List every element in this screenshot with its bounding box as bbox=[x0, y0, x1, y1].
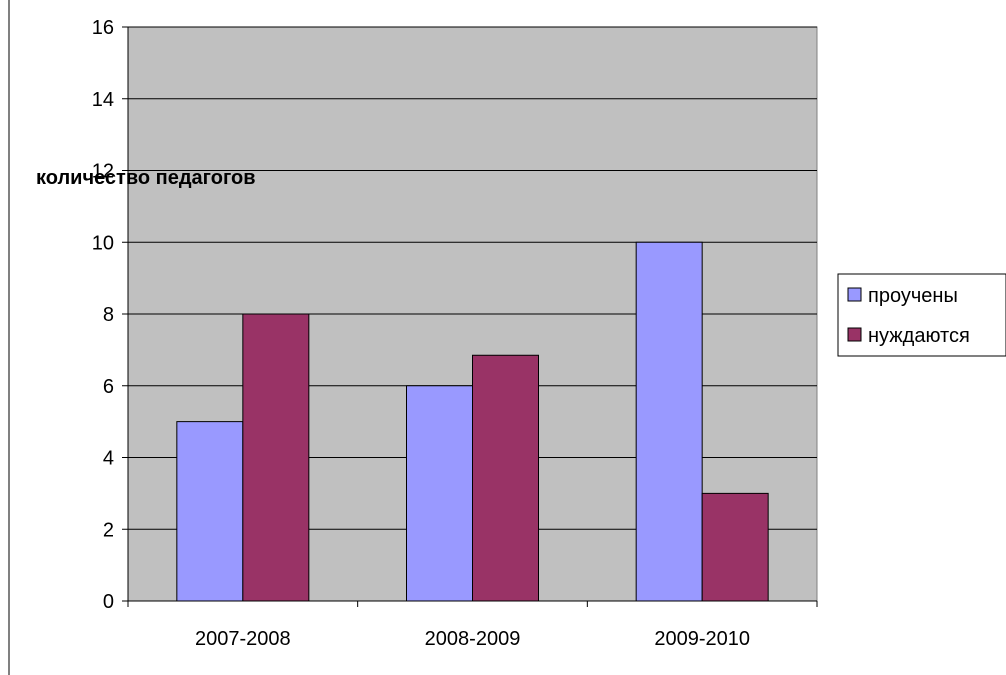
bar-проучены-2008-2009 bbox=[406, 385, 473, 602]
y-tick-label: 8 bbox=[103, 304, 114, 326]
x-ticks: 2007-2008 2008-2009 2009-2010 bbox=[127, 601, 818, 650]
y-tick-label: 0 bbox=[103, 591, 114, 613]
y-tick-label: 14 bbox=[92, 89, 114, 111]
bar-проучены-2009-2010 bbox=[635, 241, 703, 602]
y-axis-label: количество педагогов bbox=[36, 167, 256, 189]
legend-box bbox=[837, 273, 1006, 357]
y-tick-label: 6 bbox=[103, 376, 114, 398]
y-ticks: 0 2 4 6 8 10 12 14 16 bbox=[92, 17, 128, 613]
bars bbox=[176, 241, 769, 602]
legend-swatch-проучены bbox=[847, 287, 862, 302]
y-tick-label: 10 bbox=[92, 232, 114, 254]
y-tick-label: 2 bbox=[103, 519, 114, 541]
x-category-label: 2008-2009 bbox=[425, 628, 521, 650]
x-category-label: 2009-2010 bbox=[654, 628, 750, 650]
legend-label-нуждаются: нуждаются bbox=[868, 325, 970, 347]
legend-swatch-нуждаются bbox=[847, 327, 862, 342]
x-category-label: 2007-2008 bbox=[195, 628, 291, 650]
bar-нуждаются-2008-2009 bbox=[472, 354, 539, 602]
bar-нуждаются-2009-2010 bbox=[701, 492, 769, 602]
legend: проучены нуждаются bbox=[837, 273, 1006, 357]
legend-label-проучены: проучены bbox=[868, 285, 958, 307]
bar-проучены-2007-2008 bbox=[176, 421, 244, 602]
y-tick-label: 4 bbox=[103, 448, 114, 470]
y-tick-label: 16 bbox=[92, 17, 114, 39]
y-tick-label: 12 bbox=[92, 161, 114, 183]
bar-нуждаются-2007-2008 bbox=[242, 313, 310, 602]
